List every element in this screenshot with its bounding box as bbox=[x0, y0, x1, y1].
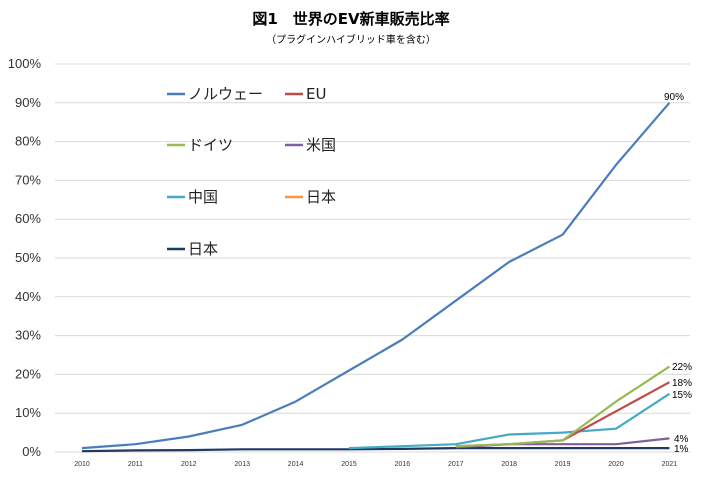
series-line-4 bbox=[348, 392, 671, 450]
y-tick-label: 10% bbox=[15, 405, 41, 420]
x-axis-ticks: 2010 2011 2012 2013 2014 2015 2016 2017 2018 2019… bbox=[74, 461, 677, 468]
legend-label: ノルウェー bbox=[188, 85, 263, 103]
end-label: 15% bbox=[672, 390, 692, 401]
chart-subtitle: （プラグインハイブリッド車を含む） bbox=[266, 35, 436, 46]
y-tick-label: 50% bbox=[15, 250, 41, 265]
y-tick-label: 80% bbox=[15, 134, 41, 149]
series-line-2 bbox=[455, 365, 671, 448]
legend-label: 米国 bbox=[306, 136, 336, 154]
x-tick-label: 2016 bbox=[395, 461, 411, 468]
y-tick-label: 30% bbox=[15, 328, 41, 343]
y-tick-label: 90% bbox=[15, 95, 41, 110]
end-label: 4% bbox=[674, 434, 689, 445]
y-tick-label: 0% bbox=[22, 444, 41, 459]
legend-label: EU bbox=[306, 85, 326, 103]
x-tick-label: 2019 bbox=[555, 461, 571, 468]
legend-label: 日本 bbox=[188, 240, 218, 258]
y-axis-ticks: 0% 10% 20% 30% 40% 50% 60% 70% 80% 90% 100% bbox=[8, 56, 42, 459]
y-tick-label: 20% bbox=[15, 366, 41, 381]
x-tick-label: 2020 bbox=[608, 461, 624, 468]
legend-label: 中国 bbox=[188, 188, 218, 206]
x-tick-label: 2012 bbox=[181, 461, 197, 468]
y-tick-label: 100% bbox=[8, 56, 42, 71]
legend-label: ドイツ bbox=[188, 136, 233, 154]
x-tick-label: 2021 bbox=[662, 461, 678, 468]
end-label: 18% bbox=[672, 378, 692, 389]
gridlines bbox=[55, 63, 690, 453]
series-line-6 bbox=[81, 447, 670, 453]
chart-title: 図1 世界のEV新車販売比率 bbox=[252, 10, 450, 28]
end-label: 22% bbox=[672, 362, 692, 373]
y-tick-label: 40% bbox=[15, 289, 41, 304]
x-tick-label: 2011 bbox=[128, 461, 143, 468]
series-line-0 bbox=[81, 102, 671, 450]
y-tick-label: 60% bbox=[15, 211, 41, 226]
x-tick-label: 2014 bbox=[288, 461, 304, 468]
x-tick-label: 2017 bbox=[448, 461, 464, 468]
end-label: 90% bbox=[664, 92, 684, 103]
end-labels: 90% 18% 22% 4% 15% 1% bbox=[664, 92, 692, 455]
y-tick-label: 70% bbox=[15, 172, 41, 187]
x-tick-label: 2018 bbox=[501, 461, 517, 468]
series-lines bbox=[81, 102, 671, 453]
end-label: 1% bbox=[674, 444, 689, 455]
x-tick-label: 2013 bbox=[234, 461, 250, 468]
legend-label: 日本 bbox=[306, 188, 336, 206]
x-tick-label: 2010 bbox=[74, 461, 90, 468]
x-tick-label: 2015 bbox=[341, 461, 357, 468]
